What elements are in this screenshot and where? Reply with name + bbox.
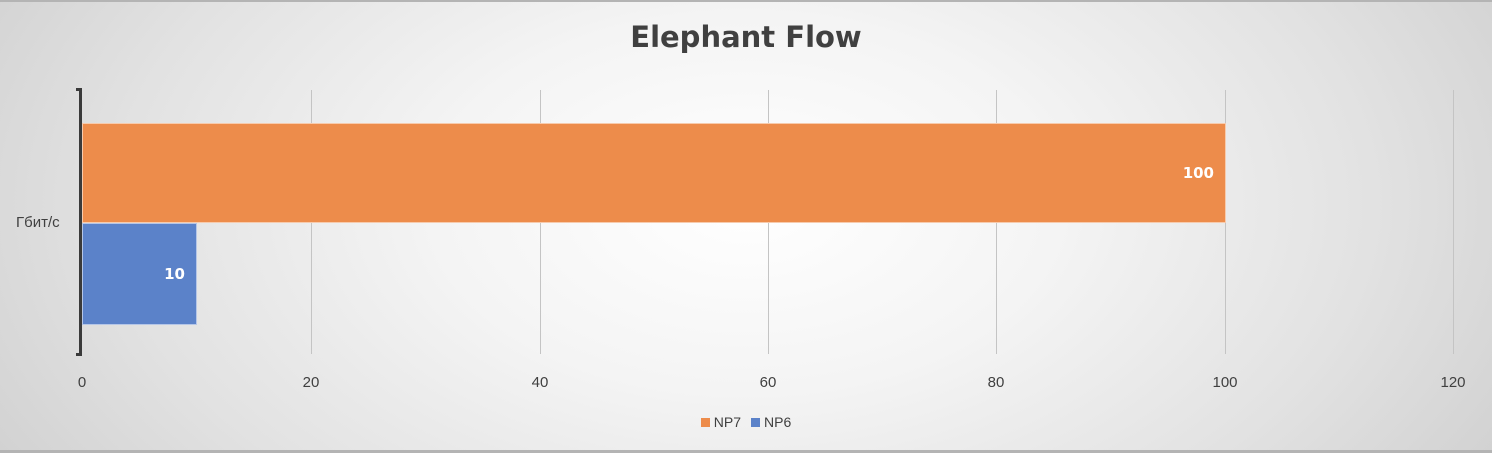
x-tick: 60 (759, 374, 777, 391)
x-tick: 120 (1440, 374, 1466, 391)
legend-item-np7[interactable]: NP7 (700, 414, 741, 430)
data-label-np6: 10 (164, 265, 185, 283)
x-tick: 100 (1212, 374, 1238, 391)
x-tick: 80 (987, 374, 1005, 391)
legend-swatch-icon (751, 417, 760, 427)
legend-item-np6[interactable]: NP6 (751, 414, 791, 430)
category-axis (76, 88, 82, 356)
chart-title: Elephant Flow (630, 20, 862, 54)
bar-np7[interactable]: 100 (82, 123, 1226, 223)
x-tick: 0 (77, 374, 87, 391)
x-tick: 20 (302, 374, 320, 391)
legend-label: NP6 (764, 414, 792, 430)
category-label: Гбит/с (16, 214, 60, 231)
legend-swatch-icon (700, 417, 710, 427)
data-label-np7: 100 (1182, 164, 1214, 182)
bar-np6[interactable]: 10 (82, 223, 197, 325)
gridline-120 (1453, 90, 1454, 354)
x-tick: 40 (531, 374, 549, 391)
legend: NP7 NP6 (0, 414, 1492, 430)
legend-label: NP7 (713, 414, 741, 430)
